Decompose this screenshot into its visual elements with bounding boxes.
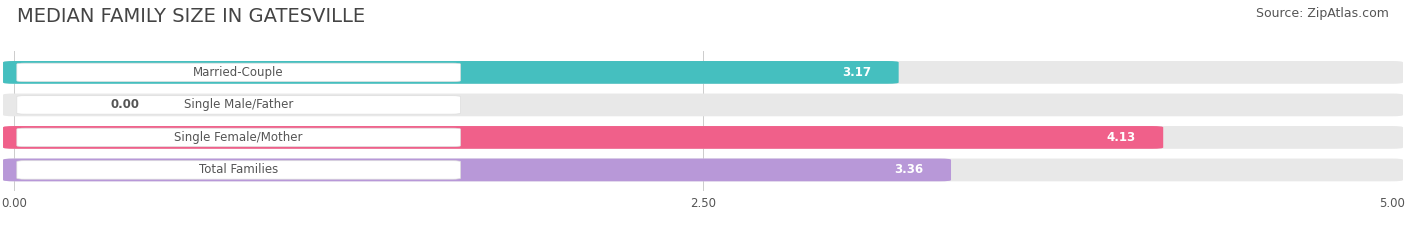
Text: 3.17: 3.17 [842,66,872,79]
Text: 3.36: 3.36 [894,163,924,176]
FancyBboxPatch shape [3,61,898,84]
Text: MEDIAN FAMILY SIZE IN GATESVILLE: MEDIAN FAMILY SIZE IN GATESVILLE [17,7,366,26]
Text: Source: ZipAtlas.com: Source: ZipAtlas.com [1256,7,1389,20]
FancyBboxPatch shape [17,128,461,147]
FancyBboxPatch shape [3,126,1403,149]
Text: Single Male/Father: Single Male/Father [184,98,294,111]
FancyBboxPatch shape [3,158,950,181]
FancyBboxPatch shape [3,93,1403,116]
Text: 4.13: 4.13 [1107,131,1136,144]
FancyBboxPatch shape [17,63,461,82]
Text: Married-Couple: Married-Couple [194,66,284,79]
FancyBboxPatch shape [3,126,1163,149]
FancyBboxPatch shape [17,161,461,179]
FancyBboxPatch shape [3,158,1403,181]
Text: Total Families: Total Families [200,163,278,176]
Text: Single Female/Mother: Single Female/Mother [174,131,302,144]
Text: 0.00: 0.00 [111,98,139,111]
FancyBboxPatch shape [3,61,1403,84]
FancyBboxPatch shape [17,96,461,114]
